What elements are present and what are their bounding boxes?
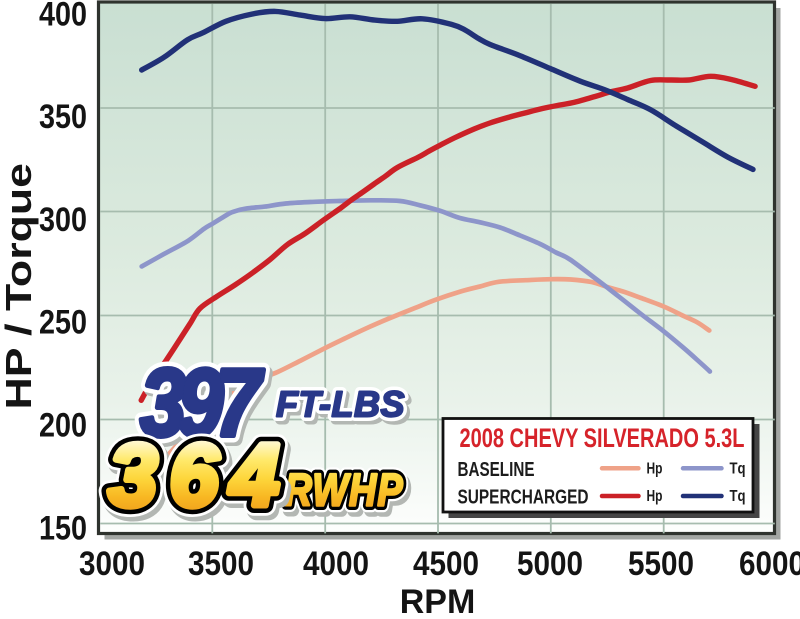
svg-text:RWHP: RWHP bbox=[285, 464, 404, 515]
svg-text:Tq: Tq bbox=[730, 488, 746, 505]
svg-text:250: 250 bbox=[39, 303, 87, 341]
svg-text:364: 364 bbox=[112, 430, 295, 529]
svg-text:200: 200 bbox=[39, 406, 87, 444]
svg-text:RWHP: RWHP bbox=[288, 469, 407, 520]
svg-text:6000: 6000 bbox=[739, 545, 800, 583]
svg-text:364: 364 bbox=[109, 426, 292, 525]
svg-text:364: 364 bbox=[109, 426, 292, 525]
svg-text:RWHP: RWHP bbox=[285, 464, 404, 515]
svg-text:Hp: Hp bbox=[647, 488, 663, 505]
svg-text:3000: 3000 bbox=[79, 545, 145, 583]
svg-text:2008 CHEVY SILVERADO 5.3L: 2008 CHEVY SILVERADO 5.3L bbox=[460, 423, 745, 453]
svg-text:BASELINE: BASELINE bbox=[458, 459, 535, 481]
svg-text:350: 350 bbox=[39, 98, 87, 136]
svg-text:SUPERCHARGED: SUPERCHARGED bbox=[458, 487, 589, 509]
svg-text:FT-LBS: FT-LBS bbox=[276, 384, 405, 425]
svg-text:4000: 4000 bbox=[303, 545, 369, 583]
svg-text:Tq: Tq bbox=[730, 461, 746, 478]
svg-text:300: 300 bbox=[39, 201, 87, 239]
svg-text:400: 400 bbox=[39, 0, 87, 33]
svg-text:364: 364 bbox=[109, 426, 292, 525]
svg-text:150: 150 bbox=[39, 509, 87, 547]
svg-text:3500: 3500 bbox=[188, 545, 254, 583]
svg-text:HP / Torque: HP / Torque bbox=[0, 163, 39, 410]
svg-text:4500: 4500 bbox=[413, 545, 479, 583]
svg-text:Hp: Hp bbox=[647, 461, 663, 478]
svg-text:5500: 5500 bbox=[628, 545, 694, 583]
svg-text:RPM: RPM bbox=[400, 583, 476, 614]
svg-text:5000: 5000 bbox=[517, 545, 583, 583]
svg-text:FT-LBS: FT-LBS bbox=[279, 387, 408, 428]
svg-text:FT-LBS: FT-LBS bbox=[276, 384, 405, 425]
svg-text:RWHP: RWHP bbox=[285, 464, 404, 515]
